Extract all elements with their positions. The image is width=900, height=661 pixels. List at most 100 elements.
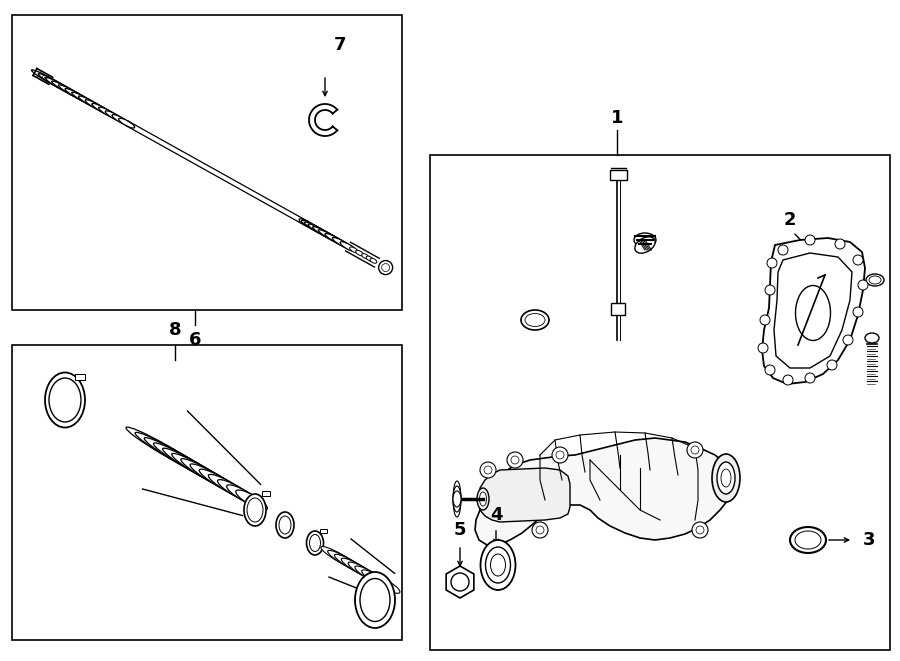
Polygon shape	[446, 566, 474, 598]
Circle shape	[691, 446, 699, 454]
Ellipse shape	[227, 485, 262, 507]
Circle shape	[827, 360, 837, 370]
Ellipse shape	[453, 481, 461, 517]
Ellipse shape	[307, 531, 323, 555]
Text: 8: 8	[168, 321, 181, 339]
Ellipse shape	[92, 103, 114, 117]
Ellipse shape	[51, 81, 85, 100]
Circle shape	[805, 235, 815, 245]
Circle shape	[484, 466, 492, 474]
Ellipse shape	[279, 516, 291, 534]
Ellipse shape	[332, 237, 354, 250]
Ellipse shape	[521, 310, 549, 330]
Circle shape	[480, 462, 496, 478]
Ellipse shape	[112, 114, 130, 125]
Ellipse shape	[45, 77, 80, 97]
Ellipse shape	[312, 227, 343, 244]
Circle shape	[778, 245, 788, 255]
Circle shape	[552, 447, 568, 463]
Circle shape	[835, 239, 845, 249]
Ellipse shape	[49, 378, 81, 422]
Bar	[430, 155, 890, 650]
Ellipse shape	[199, 469, 247, 498]
Circle shape	[536, 526, 544, 534]
Circle shape	[765, 285, 775, 295]
Circle shape	[758, 343, 768, 353]
Ellipse shape	[181, 459, 236, 491]
Ellipse shape	[325, 233, 351, 249]
Bar	[610, 170, 627, 180]
Ellipse shape	[38, 73, 75, 95]
Ellipse shape	[865, 333, 879, 343]
Ellipse shape	[790, 527, 826, 553]
Ellipse shape	[370, 258, 377, 263]
Circle shape	[556, 451, 564, 459]
Ellipse shape	[634, 237, 655, 253]
Ellipse shape	[491, 554, 506, 576]
Ellipse shape	[45, 373, 85, 428]
Polygon shape	[475, 438, 733, 545]
Polygon shape	[480, 468, 570, 522]
Bar	[611, 303, 625, 315]
Ellipse shape	[308, 224, 337, 241]
Text: 4: 4	[490, 506, 502, 524]
Ellipse shape	[348, 562, 380, 582]
Ellipse shape	[717, 462, 735, 494]
Ellipse shape	[481, 540, 516, 590]
Circle shape	[853, 255, 863, 265]
Bar	[12, 15, 402, 310]
Circle shape	[379, 260, 392, 274]
Ellipse shape	[355, 572, 395, 628]
Circle shape	[382, 264, 390, 272]
Bar	[12, 345, 402, 640]
Ellipse shape	[105, 111, 125, 122]
Ellipse shape	[304, 222, 330, 237]
Ellipse shape	[172, 453, 230, 488]
Ellipse shape	[244, 494, 266, 526]
Ellipse shape	[153, 443, 220, 482]
Circle shape	[767, 258, 777, 268]
Circle shape	[687, 442, 703, 458]
Ellipse shape	[477, 488, 489, 510]
Ellipse shape	[209, 475, 251, 500]
Circle shape	[692, 522, 708, 538]
Text: 3: 3	[863, 531, 876, 549]
Text: 7: 7	[334, 36, 346, 54]
Ellipse shape	[869, 276, 881, 284]
Circle shape	[858, 280, 868, 290]
Ellipse shape	[236, 490, 267, 510]
Ellipse shape	[310, 535, 320, 551]
Bar	[262, 491, 270, 496]
Ellipse shape	[362, 254, 369, 259]
Circle shape	[853, 307, 863, 317]
Ellipse shape	[119, 118, 135, 128]
Ellipse shape	[135, 432, 210, 476]
Ellipse shape	[320, 547, 359, 570]
Ellipse shape	[480, 492, 487, 506]
Ellipse shape	[375, 578, 400, 594]
Ellipse shape	[721, 469, 731, 487]
Ellipse shape	[525, 313, 545, 327]
Circle shape	[765, 365, 775, 375]
Ellipse shape	[453, 486, 461, 512]
Polygon shape	[762, 238, 865, 384]
Text: 1: 1	[611, 109, 623, 127]
Circle shape	[696, 526, 704, 534]
Ellipse shape	[58, 85, 90, 103]
Ellipse shape	[126, 427, 204, 473]
Ellipse shape	[712, 454, 740, 502]
Ellipse shape	[218, 480, 256, 504]
Circle shape	[805, 373, 815, 383]
Ellipse shape	[72, 93, 100, 108]
Circle shape	[843, 335, 853, 345]
Ellipse shape	[634, 233, 656, 247]
Ellipse shape	[163, 448, 225, 485]
Ellipse shape	[65, 89, 94, 106]
Ellipse shape	[362, 570, 390, 588]
Ellipse shape	[319, 230, 347, 247]
Bar	[320, 529, 327, 533]
Ellipse shape	[341, 558, 374, 578]
Ellipse shape	[355, 566, 384, 584]
Ellipse shape	[368, 574, 395, 590]
Ellipse shape	[78, 96, 104, 111]
